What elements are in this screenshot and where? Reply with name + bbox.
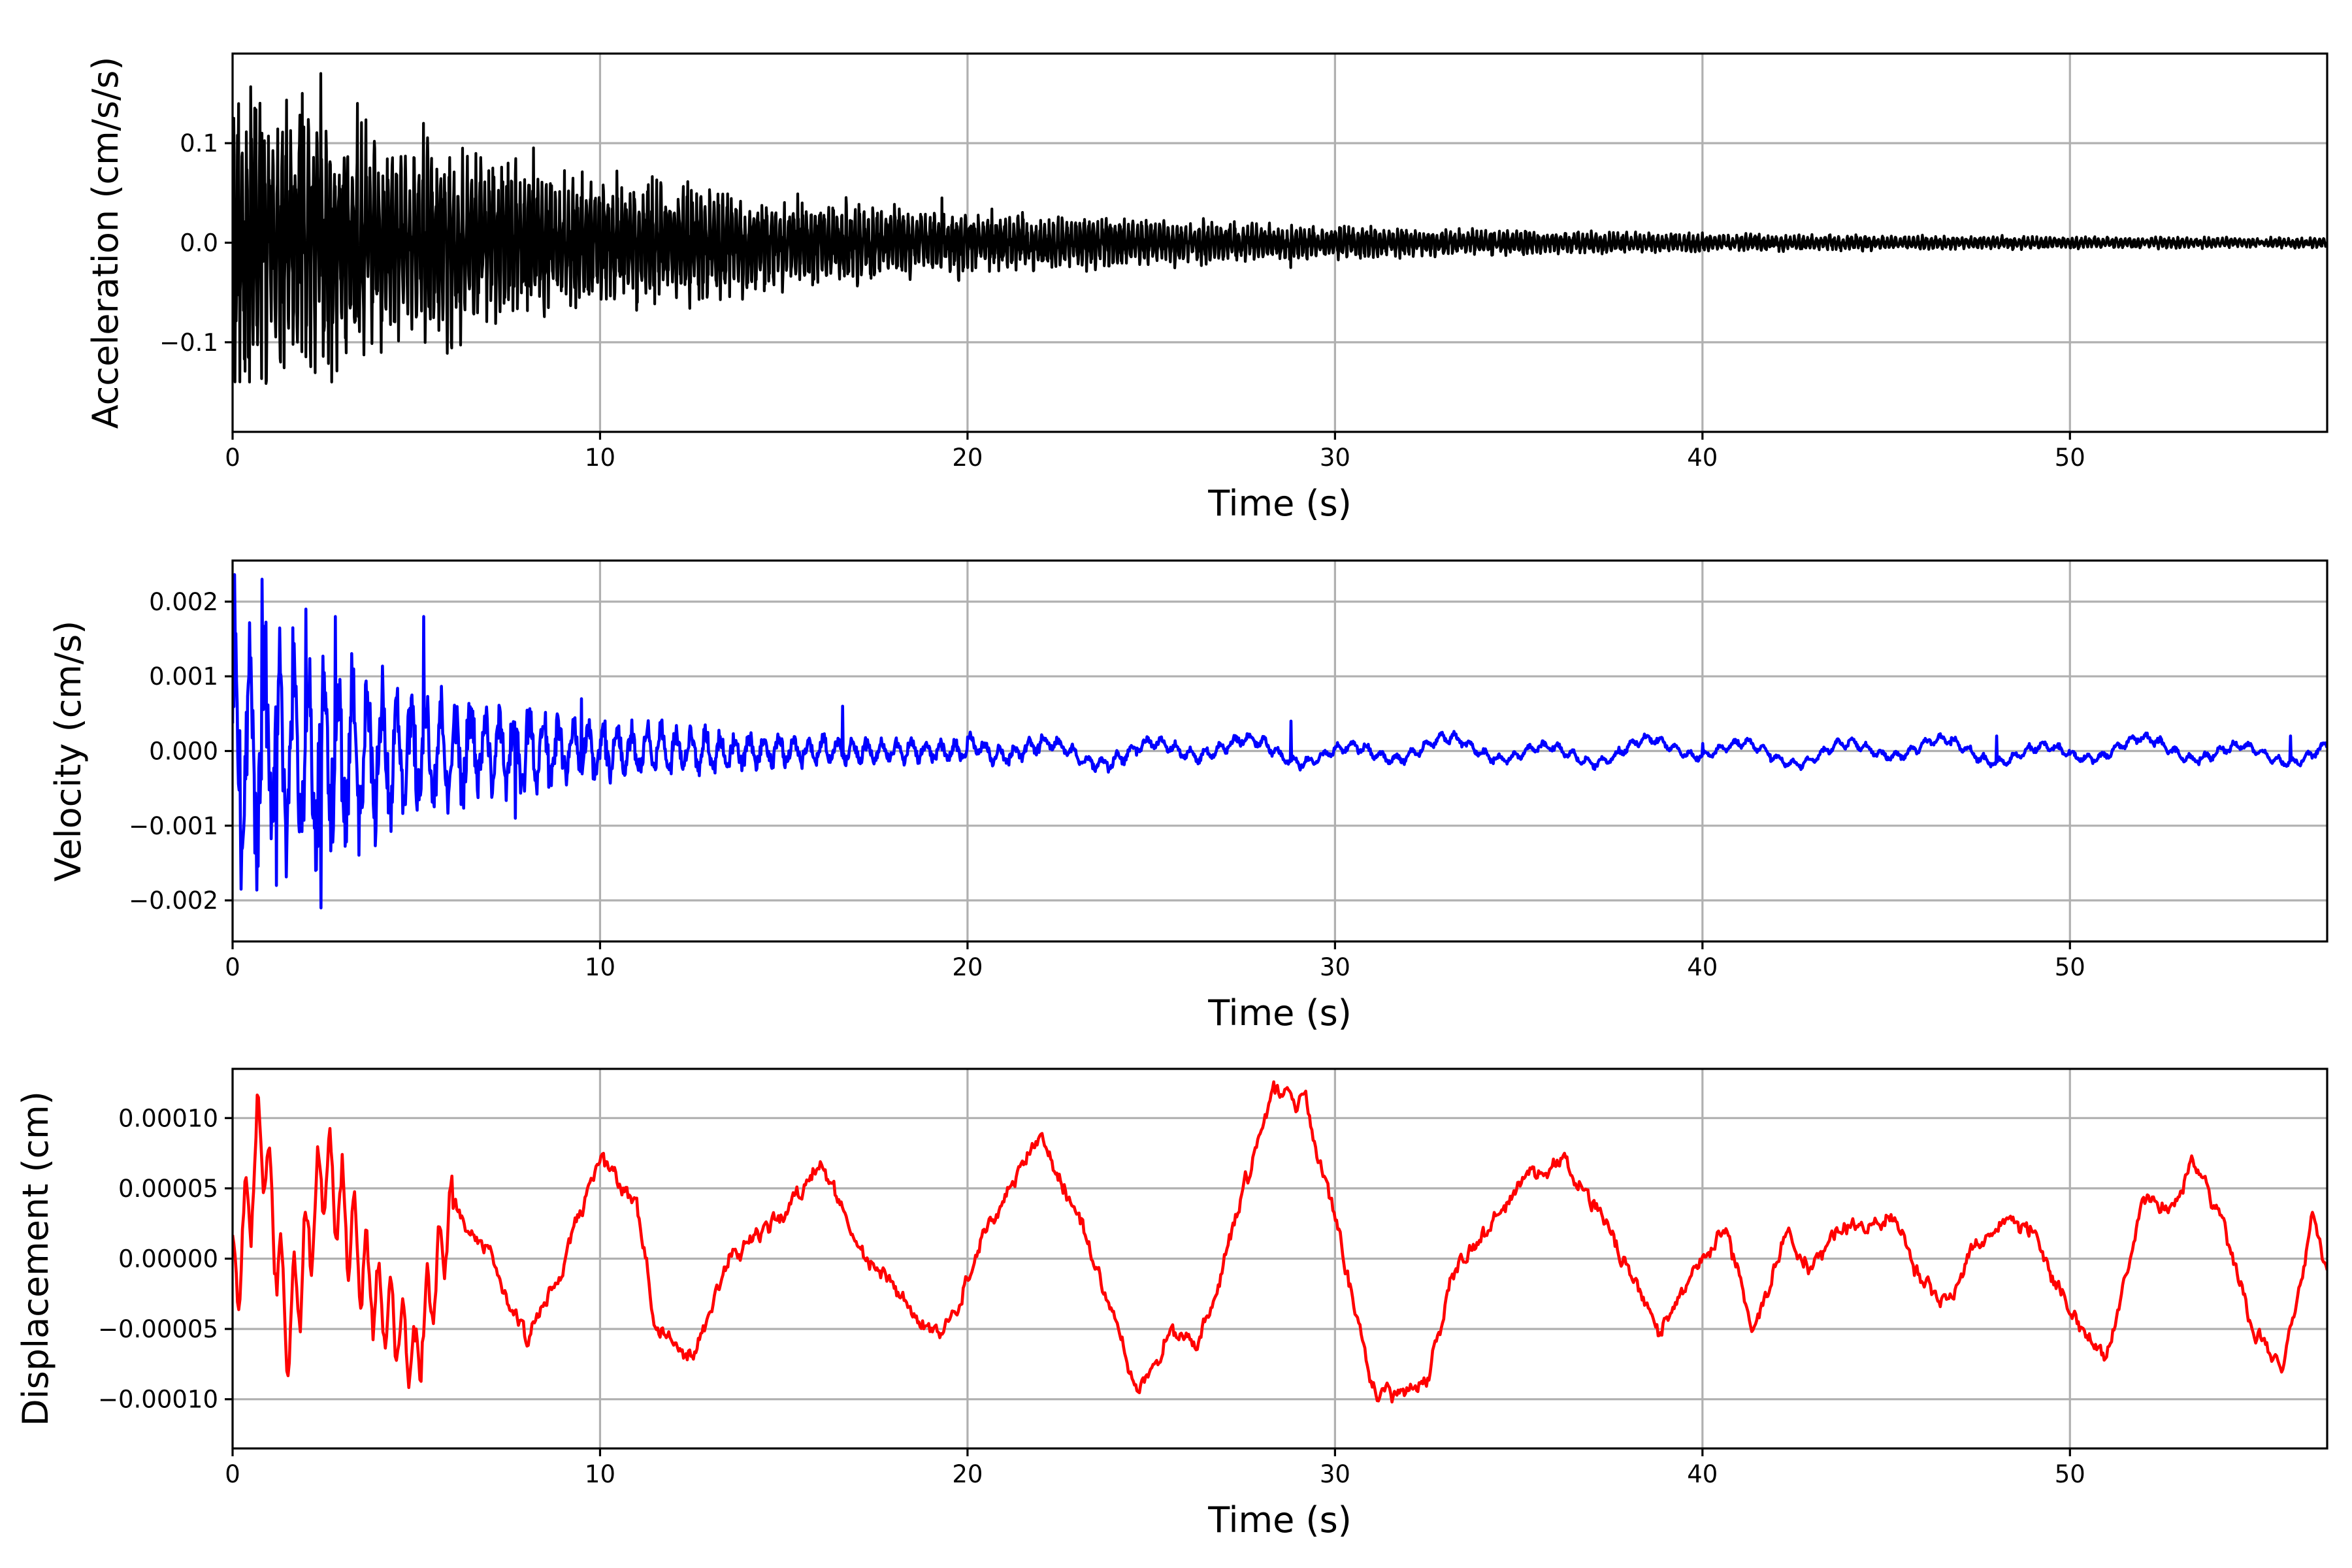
y-tick-label: 0.00010 <box>118 1104 218 1132</box>
x-tick-label: 30 <box>1320 953 1350 981</box>
y-tick-label: 0.001 <box>149 662 218 691</box>
x-axis-label: Time (s) <box>1207 1499 1352 1541</box>
y-tick-label: −0.001 <box>129 812 218 840</box>
x-tick-label: 10 <box>585 1460 615 1488</box>
y-tick-label: −0.00010 <box>98 1386 218 1414</box>
y-tick-label: 0.0 <box>180 229 218 257</box>
series-line-displacement <box>233 1080 2327 1404</box>
x-tick-label: 40 <box>1687 444 1718 472</box>
y-tick-label: −0.002 <box>129 887 218 915</box>
y-tick-label: 0.002 <box>149 588 218 616</box>
series-line-acceleration <box>233 72 2327 385</box>
x-tick-label: 0 <box>225 953 240 981</box>
x-tick-label: 50 <box>2055 444 2085 472</box>
x-tick-label: 10 <box>585 444 615 472</box>
y-tick-label: 0.00000 <box>118 1245 218 1273</box>
x-axis-label: Time (s) <box>1207 992 1352 1034</box>
y-tick-label: 0.1 <box>180 129 218 157</box>
x-tick-label: 30 <box>1320 1460 1350 1488</box>
y-axis-label: Acceleration (cm/s/s) <box>85 57 126 429</box>
x-tick-label: 10 <box>585 953 615 981</box>
x-tick-label: 50 <box>2055 1460 2085 1488</box>
y-axis-label: Displacement (cm) <box>15 1091 56 1426</box>
grid-displacement <box>231 1069 2327 1448</box>
panel-velocity: 0 10 20 30 40 50 −0.002 −0.001 0.000 0.001 0.002 Ti… <box>48 559 2328 1034</box>
x-tick-label: 0 <box>225 1460 240 1488</box>
panel-acceleration: 0 10 20 30 40 50 −0.1 0.0 0.1 Time (s) Acceleratio… <box>85 52 2328 524</box>
y-tick-label: −0.1 <box>159 329 218 357</box>
x-tick-label: 20 <box>952 444 983 472</box>
y-tick-label: −0.00005 <box>98 1315 218 1343</box>
y-tick-label: 0.000 <box>149 738 218 766</box>
y-axis-label: Velocity (cm/s) <box>48 621 89 882</box>
x-tick-label: 0 <box>225 444 240 472</box>
x-tick-label: 20 <box>952 953 983 981</box>
x-tick-label: 30 <box>1320 444 1350 472</box>
panel-displacement: 0 10 20 30 40 50 −0.00010 −0.00005 0.00000 0.0000… <box>15 1068 2328 1541</box>
x-tick-label: 50 <box>2055 953 2085 981</box>
x-axis-label: Time (s) <box>1207 483 1352 524</box>
y-tick-label: 0.00005 <box>118 1175 218 1203</box>
x-tick-label: 40 <box>1687 1460 1718 1488</box>
x-tick-label: 40 <box>1687 953 1718 981</box>
series-line-velocity <box>233 573 2327 909</box>
x-tick-label: 20 <box>952 1460 983 1488</box>
panels: 0 10 20 30 40 50 −0.1 0.0 0.1 Time (s) Acceleratio… <box>15 52 2328 1541</box>
